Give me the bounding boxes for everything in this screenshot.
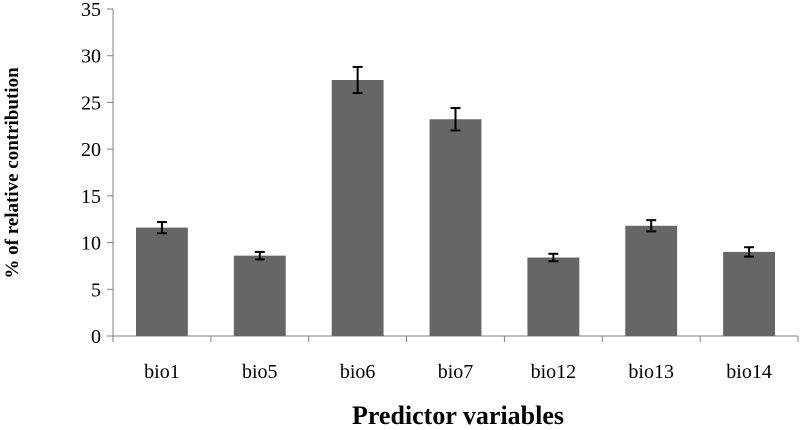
bar-bio13 — [625, 225, 678, 336]
x-tick-label-bio14: bio14 — [726, 361, 772, 383]
y-tick-label: 10 — [81, 233, 101, 255]
bar-bio7 — [429, 119, 482, 336]
y-tick-label: 0 — [91, 326, 101, 348]
y-ticks: 0 5 10 15 20 25 30 35 — [81, 0, 113, 348]
bar-bio5 — [233, 255, 286, 336]
x-tick-label-bio13: bio13 — [628, 361, 674, 383]
x-tick-label-bio7: bio7 — [438, 361, 474, 383]
y-tick-label: 35 — [81, 0, 101, 21]
bar-bio1 — [135, 227, 188, 336]
x-tick-label-bio6: bio6 — [340, 361, 376, 383]
bar-bio12 — [527, 257, 580, 336]
x-tick-label-bio12: bio12 — [531, 361, 577, 383]
y-tick-label: 5 — [91, 279, 101, 301]
y-tick-label: 20 — [81, 139, 101, 161]
bar-bio14 — [723, 251, 776, 336]
y-axis-title: % of relative contribution — [2, 67, 23, 279]
x-tick-label-bio1: bio1 — [144, 361, 180, 383]
y-tick-label: 25 — [81, 92, 101, 114]
x-ticks: bio1 bio5 bio6 bio7 bio12 bio13 bio14 — [112, 336, 799, 383]
y-tick-label: 30 — [81, 46, 101, 68]
bar-bio6 — [331, 80, 384, 337]
y-tick-label: 15 — [81, 186, 101, 208]
error-bars — [156, 65, 755, 263]
x-axis-title: Predictor variables — [352, 401, 564, 430]
bars — [135, 80, 776, 337]
x-tick-label-bio5: bio5 — [242, 361, 278, 383]
